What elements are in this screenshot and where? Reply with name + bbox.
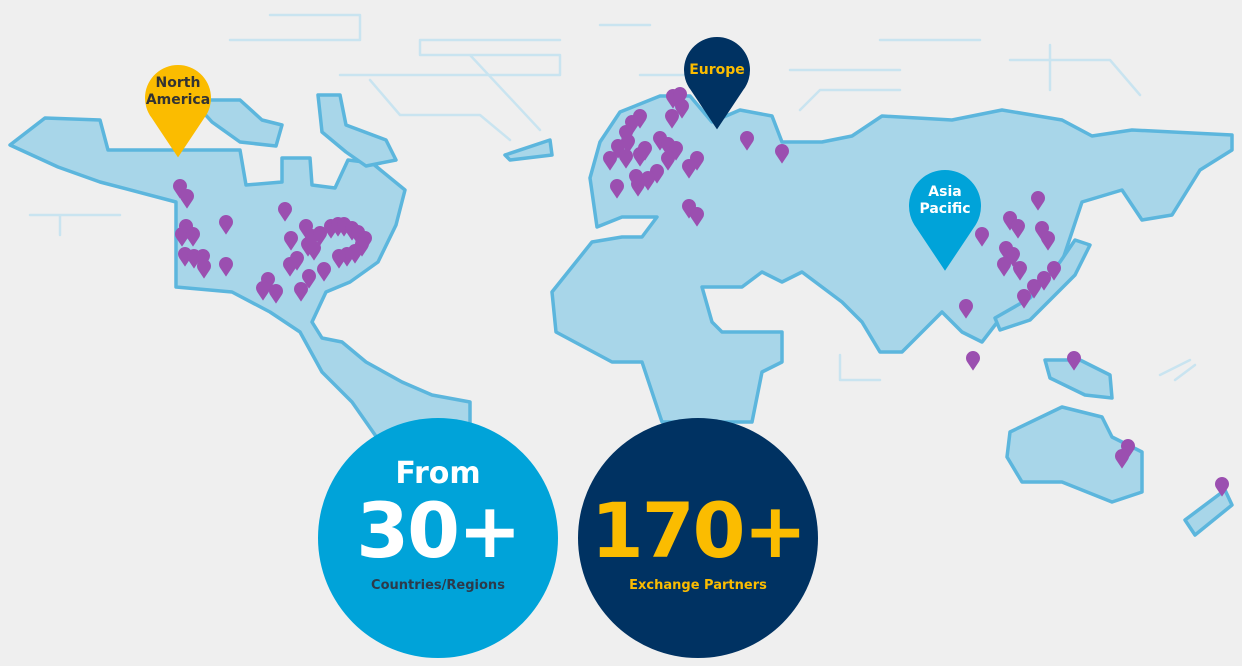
- stat-countries: From 30+ Countries/Regions: [318, 418, 558, 658]
- map-pin-icon: [269, 284, 283, 304]
- region-marker-north-america[interactable]: [145, 64, 211, 158]
- map-pin-icon: [332, 249, 347, 269]
- map-pin-icon: [1035, 220, 1050, 241]
- stat-caption: Countries/Regions: [371, 578, 505, 593]
- map-pin-icon: [313, 226, 327, 246]
- map-pin-icon: [302, 269, 317, 289]
- map-pin-icon: [638, 140, 653, 161]
- map-pin-icon: [186, 227, 201, 247]
- map-pin-icon: [653, 130, 668, 151]
- map-pin-icon: [633, 108, 648, 129]
- map-pin-icon: [999, 240, 1013, 261]
- map-pin-icon: [196, 249, 211, 269]
- callout-label-europe[interactable]: Europe: [689, 62, 745, 78]
- map-pin-icon: [294, 282, 309, 302]
- map-pin-icon: [690, 206, 705, 227]
- stat-lead: From: [395, 456, 481, 491]
- map-pin-icon: [975, 227, 990, 247]
- map-pin-icon: [317, 262, 332, 282]
- eurasia-africa: [550, 94, 1234, 424]
- map-pin-icon: [775, 144, 789, 164]
- map-pin-icon: [351, 225, 365, 245]
- map-pin-icon: [611, 138, 625, 159]
- map-pin-icon: [256, 281, 270, 301]
- map-pin-icon: [621, 134, 636, 154]
- map-pin-icon: [1067, 351, 1081, 371]
- map-pin-icon: [278, 202, 292, 222]
- stat-value: 30+: [356, 486, 521, 575]
- map-pin-icon: [1011, 218, 1025, 239]
- landmasses: [8, 93, 1234, 537]
- map-pin-icon: [629, 168, 643, 189]
- map-pin-icon: [669, 140, 684, 161]
- map-pin-icon: [609, 178, 625, 199]
- map-pin-icon: [650, 163, 665, 184]
- map-pin-icon: [1115, 449, 1129, 469]
- map-pin-icon: [1215, 476, 1229, 497]
- greenland: [316, 93, 398, 168]
- partner-pins: [173, 86, 1229, 497]
- callout-label-north-america[interactable]: North America: [145, 75, 211, 108]
- map-pin-icon: [682, 198, 697, 219]
- uk: [503, 138, 554, 162]
- map-pin-icon: [175, 227, 189, 247]
- map-pin-icon: [1047, 261, 1061, 281]
- north-america: [8, 116, 472, 464]
- map-pin-icon: [1121, 438, 1135, 459]
- map-pin-icon: [218, 215, 233, 235]
- map-pin-icon: [959, 298, 974, 319]
- map-pin-icon: [665, 109, 679, 129]
- map-pin-icon: [966, 350, 980, 371]
- map-pin-icon: [1027, 278, 1042, 299]
- map-pin-icon: [673, 86, 688, 107]
- map-pin-icon: [619, 148, 634, 169]
- region-marker-asia-pacific[interactable]: [908, 169, 981, 271]
- stat-partners: 170+ Exchange Partners: [578, 418, 818, 658]
- map-pin-icon: [660, 150, 675, 171]
- map-pin-icon: [261, 272, 275, 292]
- map-pin-icon: [307, 241, 322, 261]
- arctic-islands: [190, 98, 284, 148]
- map-pin-icon: [284, 231, 299, 251]
- map-pin-icon: [660, 136, 675, 157]
- map-pin-icon: [1006, 247, 1020, 267]
- region-marker-europe[interactable]: [684, 37, 750, 130]
- indonesia: [1043, 358, 1114, 400]
- stat-caption: Exchange Partners: [629, 578, 767, 593]
- map-pin-icon: [1013, 261, 1027, 281]
- map-pin-icon: [1017, 289, 1031, 309]
- map-pin-icon: [1003, 211, 1018, 231]
- map-pin-icon: [355, 237, 369, 257]
- map-pin-icon: [682, 158, 697, 179]
- region-callouts: [145, 37, 981, 271]
- australia: [1005, 405, 1144, 504]
- map-pin-icon: [1041, 230, 1055, 251]
- map-pin-icon: [675, 98, 690, 119]
- map-pin-icon: [603, 150, 618, 171]
- map-pin-icon: [997, 256, 1012, 277]
- new-zealand: [1183, 488, 1234, 537]
- map-pin-icon: [218, 257, 233, 277]
- callout-label-asia-pacific[interactable]: Asia Pacific: [919, 184, 971, 217]
- map-pin-icon: [290, 251, 304, 271]
- map-pin-icon: [1037, 270, 1051, 291]
- map-pin-icon: [299, 219, 313, 239]
- map-pin-icon: [180, 189, 194, 209]
- map-pin-icon: [173, 179, 187, 199]
- map-pin-icon: [740, 131, 755, 151]
- map-pin-icon: [337, 217, 352, 237]
- stat-value: 170+: [590, 486, 807, 575]
- map-pin-icon: [641, 170, 656, 191]
- map-pin-icon: [690, 150, 705, 171]
- map-pin-icon: [1031, 191, 1045, 211]
- map-pin-icon: [197, 259, 212, 279]
- map-pin-icon: [625, 114, 639, 135]
- decorative-lines: [28, 13, 1197, 382]
